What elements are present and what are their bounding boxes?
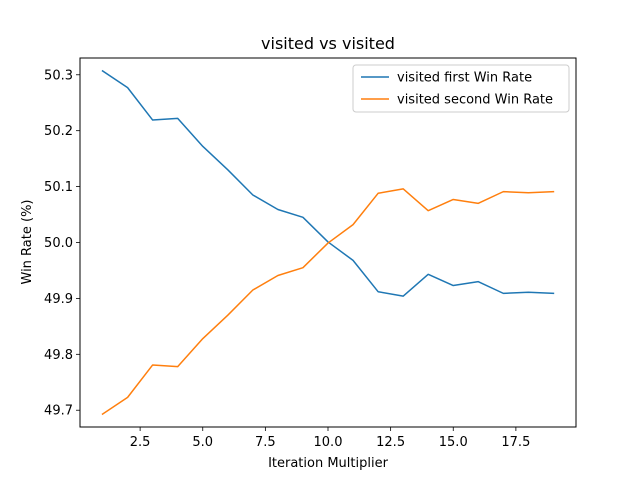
x-tick-label: 2.5 <box>130 435 151 450</box>
x-axis-label: Iteration Multiplier <box>268 456 389 471</box>
legend-entry-label: visited second Win Rate <box>397 93 553 108</box>
x-tick-label: 15.0 <box>439 435 468 450</box>
y-axis-label: Win Rate (%) <box>20 200 35 285</box>
x-tick-label: 10.0 <box>314 435 343 450</box>
series-line-1 <box>101 69 555 297</box>
chart-title: visited vs visited <box>261 34 395 53</box>
x-tick-label: 7.5 <box>255 435 276 450</box>
legend-box <box>352 64 570 113</box>
x-axis: 2.5 5.0 7.5 10.0 12.5 15.0 17.5 <box>130 427 530 450</box>
legend: visited first Win Rate visited second Win… <box>352 64 570 113</box>
x-tick-label: 17.5 <box>501 435 530 450</box>
y-tick-label: 50.3 <box>44 68 73 83</box>
x-tick-label: 5.0 <box>192 435 213 450</box>
series-lines <box>101 69 555 416</box>
y-tick-label: 50.1 <box>44 180 73 195</box>
y-tick-label: 49.7 <box>44 404 73 419</box>
y-tick-label: 49.9 <box>44 292 73 307</box>
y-tick-label: 50.2 <box>44 124 73 139</box>
series-line-2 <box>101 188 555 416</box>
legend-entry-label: visited first Win Rate <box>397 71 532 86</box>
y-axis: 49.7 49.8 49.9 50.0 50.1 50.2 50.3 <box>44 68 80 419</box>
x-tick-label: 12.5 <box>376 435 405 450</box>
y-tick-label: 49.8 <box>44 348 73 363</box>
y-tick-label: 50.0 <box>44 236 73 251</box>
